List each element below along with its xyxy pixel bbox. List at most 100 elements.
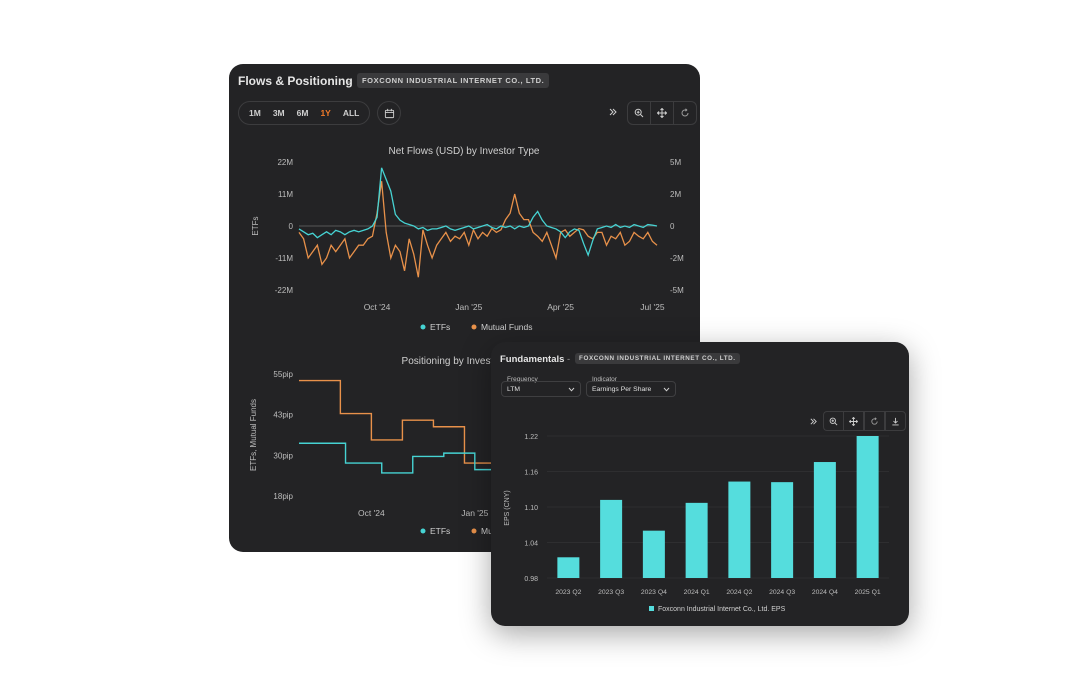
y-tick-label: 0.98 — [524, 576, 538, 583]
chart-title: Net Flows (USD) by Investor Type — [389, 146, 540, 157]
y-tick-label: 1.10 — [524, 505, 538, 512]
zoom-icon — [634, 108, 644, 118]
reset-icon — [871, 416, 878, 425]
reset-button[interactable] — [674, 102, 696, 124]
y-tick-left: 22M — [277, 158, 293, 167]
eps-bar — [728, 481, 751, 578]
mutual-funds-line — [299, 379, 511, 464]
y-tick-left: 0 — [289, 222, 294, 231]
y-axis-label: ETFs, Mutual Funds — [249, 399, 258, 471]
indicator-label: Indicator — [592, 376, 617, 383]
legend-label: Foxconn Industrial Internet Co., Ltd. EP… — [658, 606, 786, 613]
frequency-select[interactable]: LTM — [501, 381, 581, 397]
reset-button[interactable] — [864, 411, 885, 431]
x-tick-label: 2024 Q1 — [684, 589, 710, 596]
expand-button[interactable] — [804, 412, 823, 430]
range-selector: 1M 3M 6M 1Y ALL — [238, 101, 371, 125]
y-tick-right: 2M — [670, 190, 681, 199]
y-axis-label: EPS (CNY) — [504, 490, 511, 525]
indicator-value: Earnings Per Share — [592, 385, 652, 393]
legend-marker-etfs — [420, 528, 426, 534]
title-separator: - — [347, 74, 351, 88]
flows-positioning-panel: Flows & Positioning - FOXCONN INDUSTRIAL… — [229, 64, 700, 552]
chart-title: Positioning by Investor Type — [402, 356, 527, 367]
expand-button[interactable] — [603, 102, 623, 122]
eps-bar — [557, 557, 580, 578]
fundamentals-panel: Fundamentals - FOXCONN INDUSTRIAL INTERN… — [491, 342, 909, 626]
reset-icon — [681, 108, 689, 117]
x-tick-label: Jan '25 — [455, 302, 482, 312]
range-1y-button[interactable]: 1Y — [320, 108, 331, 118]
y-tick-left: -11M — [275, 254, 293, 263]
chevron-down-icon — [663, 387, 670, 392]
legend-label-etfs: ETFs — [430, 526, 450, 536]
range-3m-button[interactable]: 3M — [272, 108, 285, 118]
calendar-button[interactable] — [377, 101, 401, 125]
y-tick-left: -22M — [275, 286, 294, 295]
eps-bar — [600, 499, 623, 578]
eps-bar — [642, 530, 665, 578]
expand-icon — [810, 417, 817, 425]
expand-icon — [609, 108, 617, 116]
company-badge: FOXCONN INDUSTRIAL INTERNET CO., LTD. — [357, 73, 550, 88]
y-tick-right: 0 — [670, 222, 675, 231]
x-tick-label: 2024 Q3 — [769, 589, 795, 596]
pan-icon — [657, 108, 667, 118]
legend-marker-mutual-funds — [471, 528, 477, 534]
y-tick-label: 1.16 — [524, 470, 538, 477]
y-tick-right: 5M — [670, 158, 681, 167]
x-tick-label: 2023 Q2 — [555, 589, 581, 596]
panel-title: Flows & Positioning — [238, 74, 353, 88]
y-tick-right: -2M — [670, 254, 684, 263]
y-tick-label: 18pip — [273, 492, 293, 501]
legend-marker-etfs — [420, 324, 426, 330]
mutual-funds-line — [298, 181, 658, 278]
y-tick-label: 1.22 — [524, 434, 538, 441]
y-tick-label: 30pip — [273, 451, 293, 460]
y-axis-label: ETFs — [251, 216, 260, 235]
range-1m-button[interactable]: 1M — [249, 108, 261, 118]
frequency-label: Frequency — [507, 376, 538, 383]
indicator-select[interactable]: Earnings Per Share — [586, 381, 676, 397]
x-tick-label: 2024 Q2 — [726, 589, 752, 596]
eps-bar — [685, 502, 708, 578]
x-tick-label: Apr '25 — [547, 302, 574, 312]
y-tick-label: 1.04 — [524, 541, 538, 548]
zoom-button[interactable] — [628, 102, 651, 124]
range-6m-button[interactable]: 6M — [296, 108, 309, 118]
pan-button[interactable] — [651, 102, 674, 124]
download-button[interactable] — [885, 411, 906, 431]
company-badge: FOXCONN INDUSTRIAL INTERNET CO., LTD. — [575, 353, 740, 364]
x-tick-label: 2024 Q4 — [812, 589, 838, 596]
x-tick-label: 2023 Q4 — [641, 589, 667, 596]
zoom-button[interactable] — [823, 411, 843, 431]
legend-label-etfs: ETFs — [430, 322, 450, 332]
x-tick-label: 2025 Q1 — [855, 589, 881, 596]
etfs-line — [298, 167, 658, 258]
y-tick-label: 43pip — [273, 411, 293, 420]
chart-toolbar — [627, 101, 697, 125]
title-separator: - — [567, 354, 571, 365]
x-tick-label: 2023 Q3 — [598, 589, 624, 596]
eps-bar — [771, 482, 794, 578]
x-tick-label: Oct '24 — [364, 302, 391, 312]
pan-button[interactable] — [843, 411, 864, 431]
panel-title: Fundamentals — [500, 354, 565, 365]
zoom-icon — [829, 417, 838, 425]
pan-icon — [849, 416, 858, 426]
legend-marker — [649, 606, 654, 611]
chart-toolbar — [804, 411, 906, 431]
frequency-value: LTM — [507, 385, 521, 393]
range-all-button[interactable]: ALL — [342, 108, 360, 118]
x-tick-label: Oct '24 — [358, 508, 385, 518]
y-tick-label: 55pip — [273, 370, 293, 379]
x-tick-label: Jan '25 — [461, 508, 488, 518]
eps-bar — [813, 462, 836, 578]
positioning-chart: Positioning by Investor Type 55pip 43pip 30… — [249, 356, 533, 536]
eps-bar — [856, 436, 879, 578]
etfs-line — [299, 442, 511, 474]
x-tick-label: Jul '25 — [640, 302, 665, 312]
net-flows-chart: Net Flows (USD) by Investor Type 22M 11M 0 -… — [251, 146, 684, 332]
y-tick-left: 11M — [278, 190, 293, 199]
eps-bar-chart: 1.22 1.16 1.10 1.04 0.98 EPS (CNY) 2023 Q2 2023… — [504, 434, 889, 613]
